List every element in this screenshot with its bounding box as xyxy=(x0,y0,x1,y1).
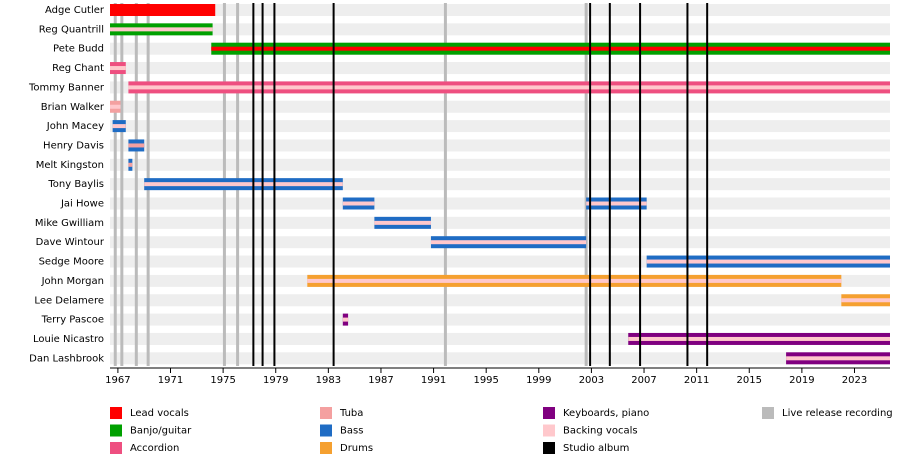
legend-swatch xyxy=(110,407,122,419)
member-name: John Macey xyxy=(46,121,104,132)
x-tick-label: 1971 xyxy=(158,375,183,386)
tenure-stripe xyxy=(112,124,126,129)
member-name: Tommy Banner xyxy=(28,82,105,93)
member-name: Louie Nicastro xyxy=(33,334,104,345)
legend-label: Backing vocals xyxy=(563,426,638,437)
tenure-stripe xyxy=(211,46,890,51)
tenure-stripe xyxy=(374,220,431,225)
legend-label: Keyboards, piano xyxy=(563,408,649,419)
row-band xyxy=(110,197,890,210)
member-name: Henry Davis xyxy=(43,140,104,151)
member-name: Mike Gwilliam xyxy=(35,218,104,229)
member-name: Jai Howe xyxy=(60,199,104,210)
legend-label: Accordion xyxy=(130,443,179,454)
member-name: Adge Cutler xyxy=(45,5,105,16)
row-band xyxy=(110,139,890,152)
tenure-stripe xyxy=(430,240,587,245)
legend-swatch xyxy=(320,442,332,454)
x-tick-label: 2019 xyxy=(789,375,814,386)
row-band xyxy=(110,23,890,36)
tenure-stripe xyxy=(110,104,121,109)
row-band xyxy=(110,100,890,113)
tenure-bar xyxy=(110,4,216,16)
legend-label: Studio album xyxy=(563,443,629,454)
legend-swatch xyxy=(320,407,332,419)
row-band xyxy=(110,4,890,16)
legend-label: Drums xyxy=(340,443,373,454)
legend-label: Live release recording xyxy=(782,408,893,419)
legend-label: Tuba xyxy=(339,408,363,419)
x-tick-label: 1983 xyxy=(316,375,341,386)
member-name: Reg Quantrill xyxy=(39,24,104,35)
member-name: John Morgan xyxy=(41,276,104,287)
legend-swatch xyxy=(110,424,122,437)
member-name: Terry Pascoe xyxy=(41,315,104,326)
row-band xyxy=(110,216,890,229)
legend-swatch xyxy=(543,407,555,419)
legend-swatch xyxy=(110,442,122,454)
row-band xyxy=(110,255,890,268)
tenure-stripe xyxy=(628,336,890,341)
x-tick-label: 2007 xyxy=(631,375,656,386)
x-tick-label: 2003 xyxy=(579,375,604,386)
tenure-stripe xyxy=(786,356,890,361)
legend-swatch xyxy=(543,424,555,437)
legend-swatch xyxy=(320,424,332,437)
tenure-stripe xyxy=(128,85,890,90)
legend-label: Banjo/guitar xyxy=(130,426,192,437)
member-name: Dave Wintour xyxy=(36,237,105,248)
x-tick-label: 2011 xyxy=(684,375,709,386)
member-name: Brian Walker xyxy=(41,102,105,113)
member-name: Sedge Moore xyxy=(39,257,104,268)
legend-label: Lead vocals xyxy=(130,408,189,419)
row-band xyxy=(110,158,890,171)
x-tick-label: 1999 xyxy=(526,375,551,386)
member-name: Lee Delamere xyxy=(34,295,104,306)
tenure-stripe xyxy=(110,66,126,71)
row-band xyxy=(110,313,890,326)
member-name: Melt Kingston xyxy=(36,160,104,171)
x-tick-label: 1979 xyxy=(263,375,288,386)
x-tick-label: 1991 xyxy=(421,375,446,386)
tenure-stripe xyxy=(342,201,375,206)
tenure-stripe xyxy=(646,259,890,264)
legend-label: Bass xyxy=(340,426,363,437)
legend-swatch xyxy=(543,442,555,454)
x-tick-label: 1975 xyxy=(210,375,235,386)
x-tick-label: 1967 xyxy=(105,375,130,386)
tenure-stripe xyxy=(307,278,842,283)
tenure-stripe xyxy=(144,182,343,187)
tenure-stripe xyxy=(342,317,349,322)
member-name: Reg Chant xyxy=(52,63,104,74)
row-band xyxy=(110,120,890,133)
member-name: Pete Budd xyxy=(53,44,104,55)
legend-swatch xyxy=(762,407,774,419)
x-tick-label: 2015 xyxy=(737,375,762,386)
row-band xyxy=(110,352,890,365)
x-tick-label: 1987 xyxy=(368,375,393,386)
tenure-stripe xyxy=(586,201,647,206)
tenure-stripe xyxy=(841,298,890,303)
tenure-stripe xyxy=(128,143,145,148)
row-band xyxy=(110,62,890,75)
member-name: Tony Baylis xyxy=(47,179,104,190)
tenure-stripe xyxy=(128,162,133,167)
tenure-stripe xyxy=(110,27,213,32)
x-tick-label: 2023 xyxy=(842,375,867,386)
row-band xyxy=(110,294,890,307)
member-name: Dan Lashbrook xyxy=(29,353,104,364)
x-tick-label: 1995 xyxy=(473,375,498,386)
